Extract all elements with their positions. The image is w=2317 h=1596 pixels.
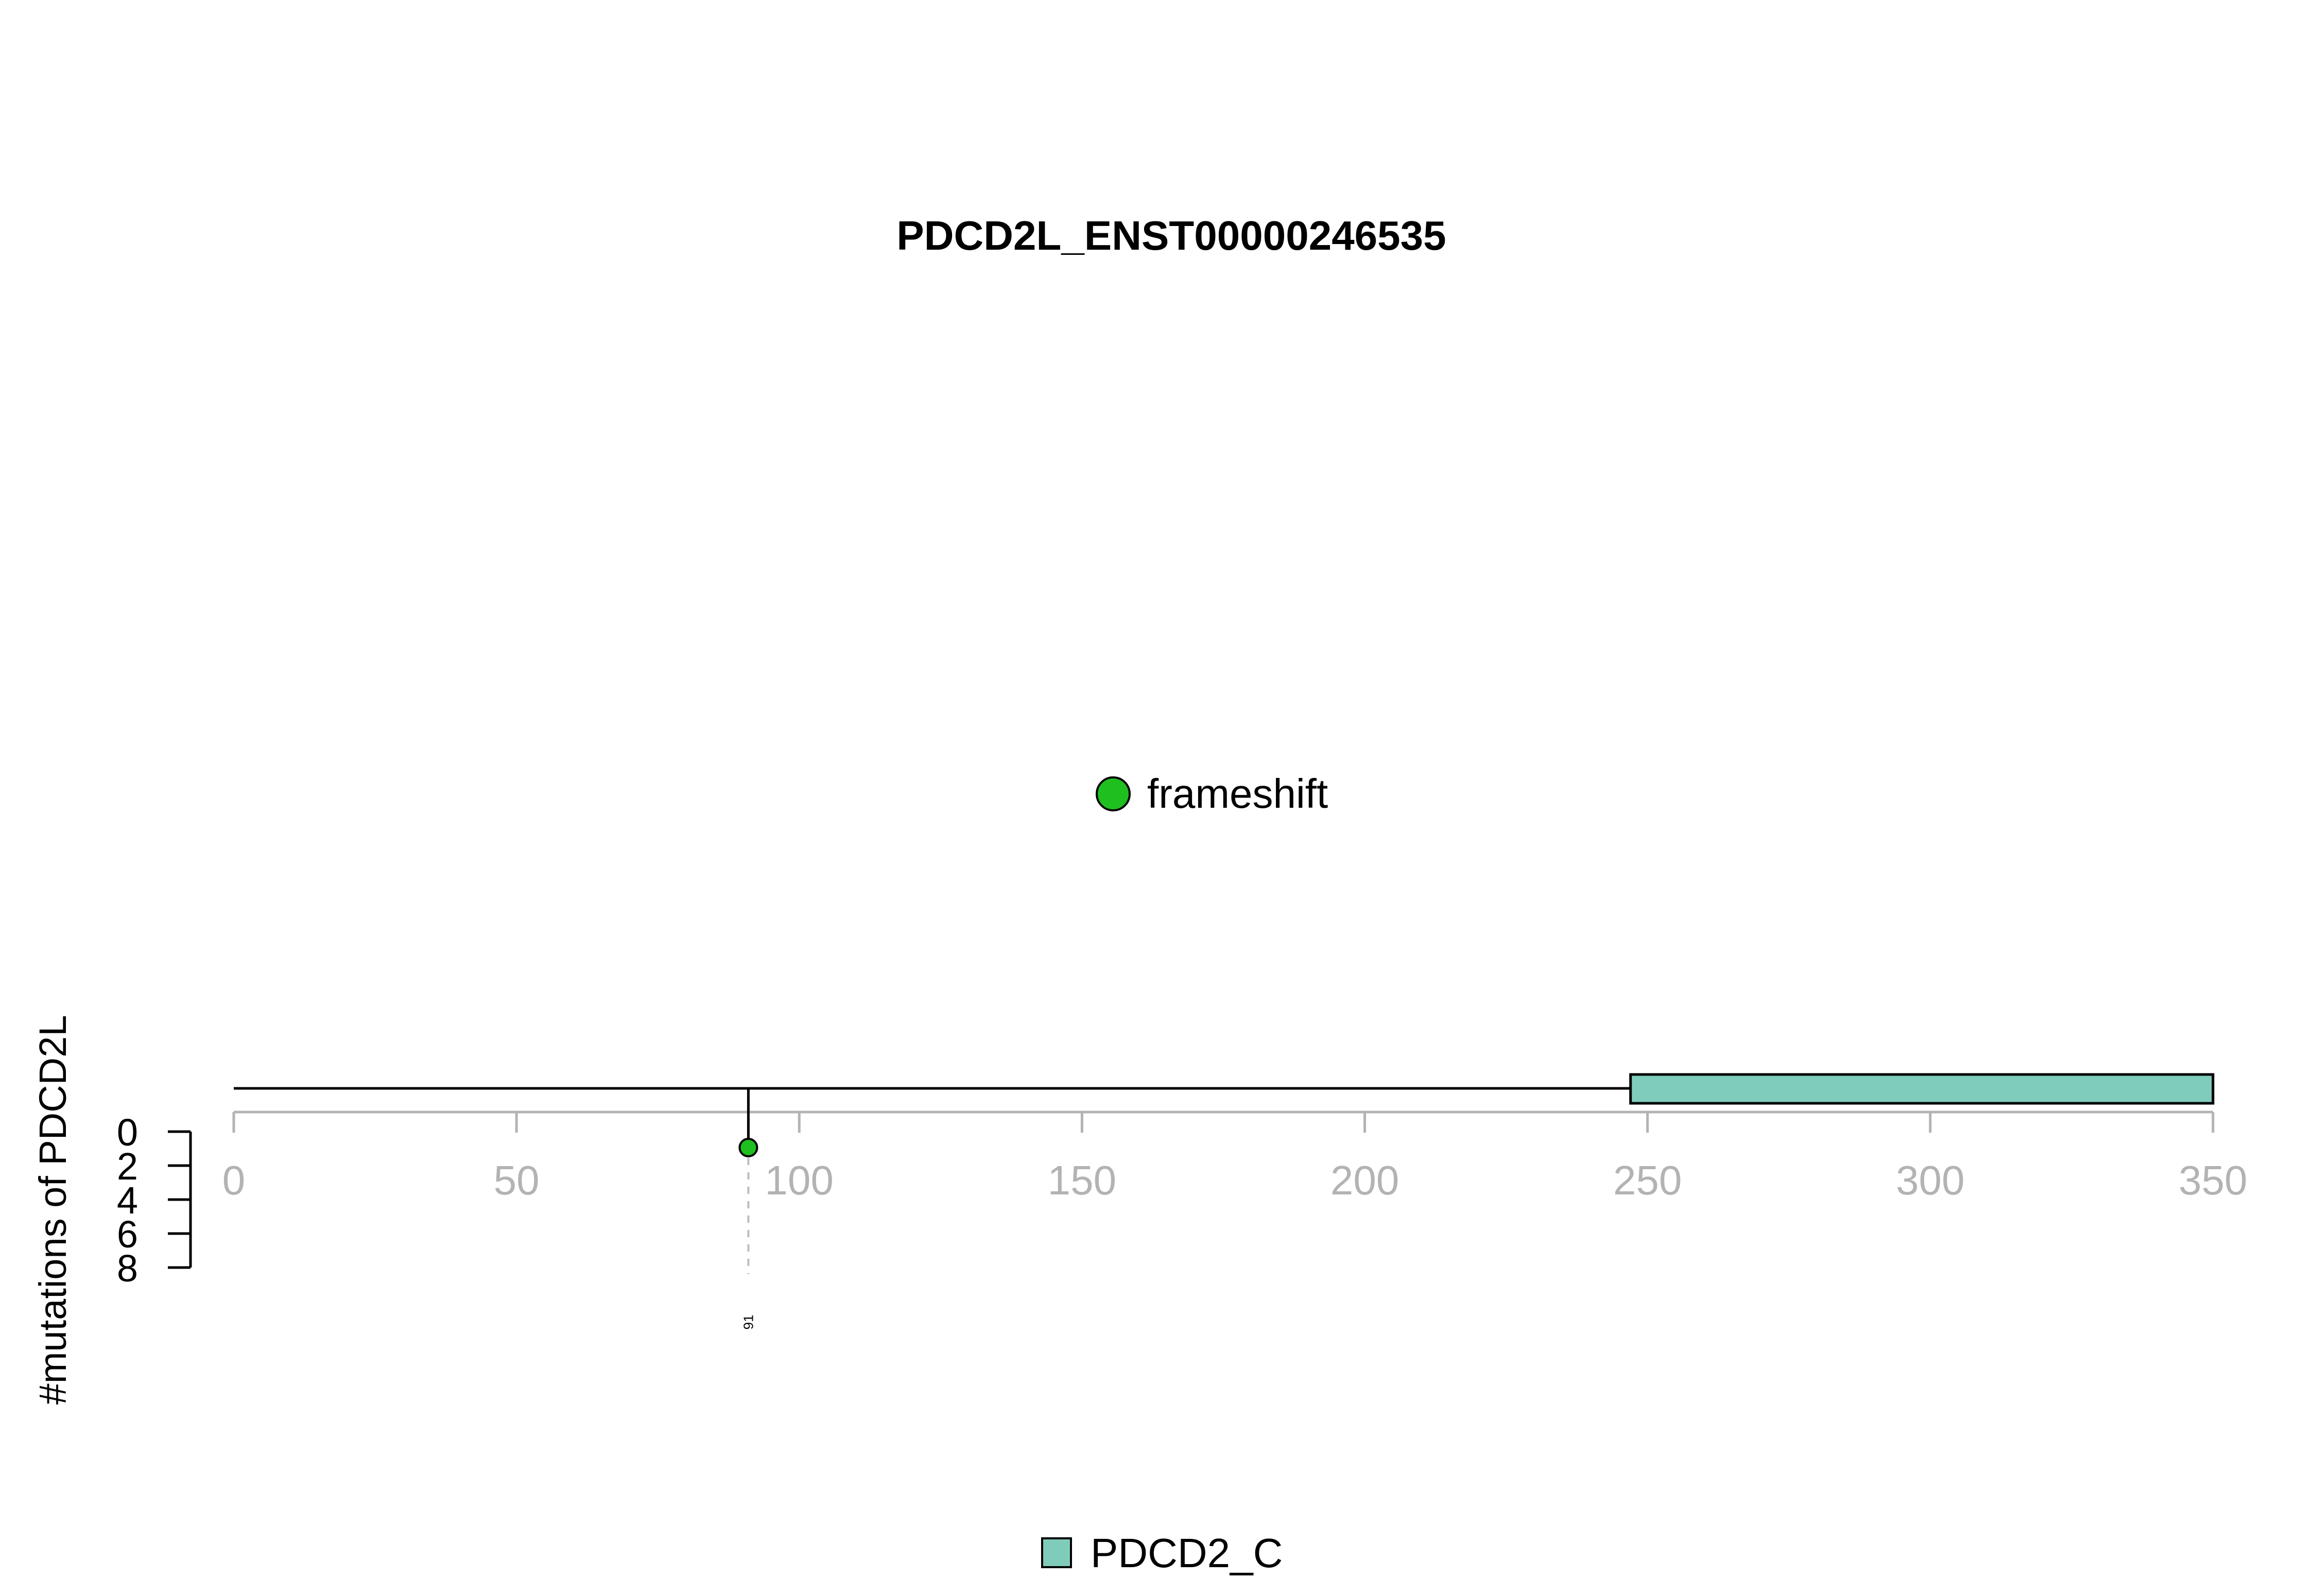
x-tick-label: 100: [765, 1157, 834, 1203]
x-tick-label: 150: [1048, 1157, 1116, 1203]
y-tick-label: 2: [117, 1145, 138, 1188]
x-tick-label: 350: [2178, 1157, 2247, 1203]
x-tick-label: 200: [1330, 1157, 1399, 1203]
mutation-lollipops: 91: [738, 1088, 758, 1330]
y-tick-label: 4: [117, 1179, 138, 1222]
lollipop-head: [738, 1138, 758, 1157]
y-tick-label: 0: [117, 1111, 138, 1154]
y-axis-label: #mutations of PDCD2L: [31, 1015, 74, 1405]
x-axis: 0 50 100 150 200 250 300 350: [222, 1111, 2247, 1203]
x-tick-label: 300: [1896, 1157, 1964, 1203]
legend-swatch-pdcd2-c: [1041, 1537, 1072, 1568]
domain-legend: PDCD2_C: [1041, 1530, 1283, 1576]
mutation-position-label: 91: [740, 1315, 756, 1330]
x-tick-label: 250: [1613, 1157, 1682, 1203]
y-tick-label: 6: [117, 1213, 138, 1256]
legend-label-frameshift: frameshift: [1147, 771, 1328, 817]
mutation-legend: frameshift: [1096, 771, 1328, 817]
x-tick-label: 0: [222, 1157, 246, 1203]
domain-pdcd2-c: [1629, 1073, 2215, 1105]
protein-track: [234, 1073, 2215, 1105]
legend-label-pdcd2-c: PDCD2_C: [1091, 1530, 1283, 1576]
legend-marker-frameshift: [1096, 776, 1131, 811]
y-tick-label: 8: [117, 1247, 138, 1290]
x-tick-label: 50: [494, 1157, 540, 1203]
chart-title: PDCD2L_ENST00000246535: [896, 213, 1446, 258]
